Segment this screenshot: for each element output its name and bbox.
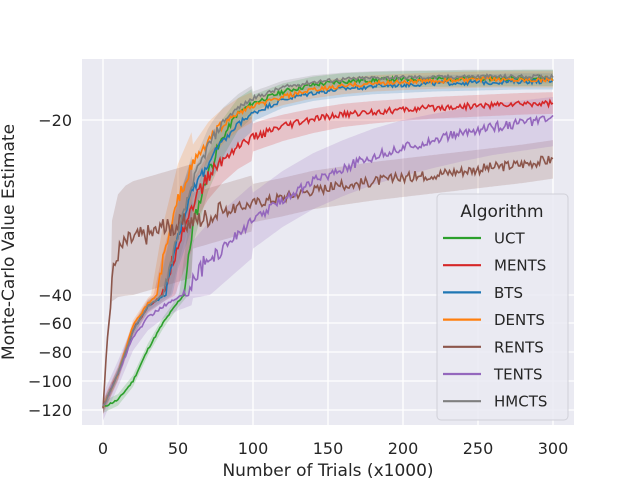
band-tents: [103, 97, 553, 421]
y-tick-label: −40: [38, 286, 72, 305]
legend-box: [436, 193, 569, 421]
x-tick-label: 150: [313, 439, 344, 458]
legend-label-uct: UCT: [494, 230, 525, 248]
legend-label-tents: TENTS: [493, 366, 543, 384]
x-tick-label: 100: [238, 439, 269, 458]
series-line-tents: [102, 114, 554, 407]
x-tick-label: 0: [98, 439, 108, 458]
x-tick-label: 300: [538, 439, 569, 458]
legend-label-rents: RENTS: [494, 338, 544, 356]
x-tick-label: 200: [388, 439, 419, 458]
band-ments: [103, 92, 553, 415]
legend-title: Algorithm: [460, 202, 543, 222]
series-line-dents: [102, 74, 554, 408]
legend-label-dents: DENTS: [494, 311, 545, 329]
series-line-ments: [102, 98, 554, 408]
x-tick-label: 50: [168, 439, 188, 458]
y-tick-label: −80: [38, 343, 72, 362]
legend-items: UCT MENTS BTS DENTS RENTS TENTS HMCTS: [443, 230, 547, 411]
legend-label-ments: MENTS: [494, 257, 546, 275]
series-line-hmcts: [102, 72, 554, 407]
x-axis-label: Number of Trials (x1000): [222, 461, 433, 480]
x-axis-ticks: 0 50 100 150 200 250 300: [98, 439, 568, 458]
legend-label-hmcts: HMCTS: [494, 393, 547, 411]
series-line-rents: [102, 155, 554, 409]
y-tick-label: −20: [38, 111, 72, 130]
x-tick-label: 250: [463, 439, 494, 458]
y-tick-label: −60: [38, 314, 72, 333]
y-axis-label: Monte-Carlo Value Estimate: [0, 124, 19, 360]
series-lines: [102, 72, 554, 409]
y-axis-ticks: −120 −100 −80 −60 −40 −20: [28, 111, 72, 420]
legend: Algorithm UCT MENTS BTS DENTS RENTS TENTS HMCT…: [436, 193, 569, 421]
band-rents: [103, 140, 553, 417]
y-tick-label: −100: [28, 372, 72, 391]
legend-label-bts: BTS: [494, 284, 523, 302]
y-tick-label: −120: [28, 401, 72, 420]
